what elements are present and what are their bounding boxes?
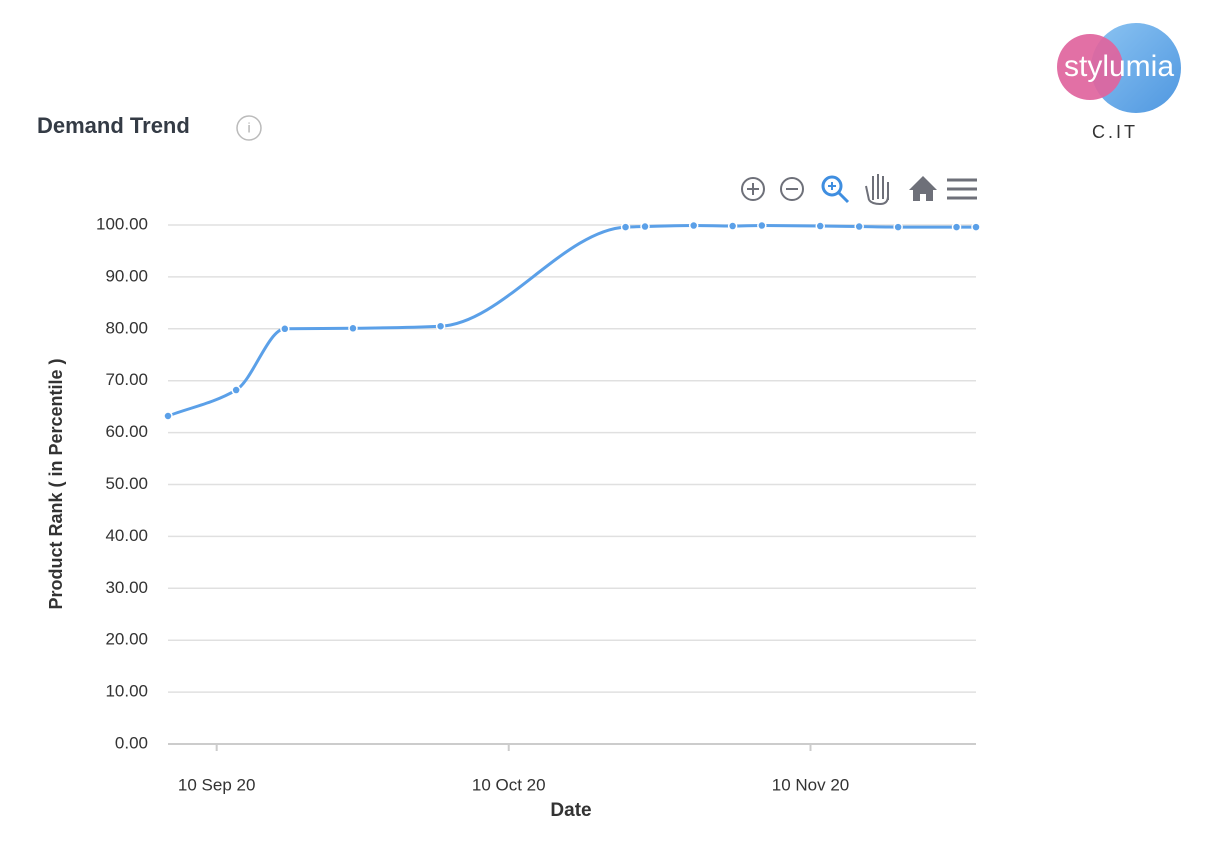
logo: stylumia C.IT	[1057, 23, 1181, 142]
selection-zoom-button[interactable]	[821, 175, 850, 204]
x-tick-label: 10 Oct 20	[472, 775, 546, 794]
point	[280, 324, 290, 334]
pan-button[interactable]	[865, 174, 889, 206]
y-tick-label: 60.00	[105, 422, 148, 441]
point	[640, 221, 650, 232]
y-tick-label: 80.00	[105, 318, 148, 337]
y-tick-label: 40.00	[105, 526, 148, 545]
x-axis-label: Date	[550, 800, 591, 821]
y-tick-label: 0.00	[115, 733, 148, 752]
x-tick-label: 10 Sep 20	[178, 775, 256, 794]
chart-title: Demand Trend	[37, 113, 190, 138]
y-axis-label: Product Rank ( in Percentile )	[46, 358, 66, 609]
zoom-out-button[interactable]	[780, 177, 804, 201]
point	[815, 221, 825, 231]
y-tick-label: 20.00	[105, 630, 148, 649]
line	[167, 224, 976, 418]
point	[971, 222, 981, 232]
y-tick-label: 90.00	[105, 266, 148, 285]
point	[757, 220, 767, 231]
point	[435, 321, 446, 331]
y-tick-label: 70.00	[105, 370, 148, 389]
y-tick-label: 10.00	[105, 682, 148, 701]
y-tick-label: 50.00	[105, 474, 148, 493]
point	[893, 222, 903, 232]
point	[163, 411, 173, 421]
menu-button[interactable]	[947, 178, 977, 200]
point	[951, 222, 962, 232]
toolbar	[741, 174, 977, 206]
y-tick-label: 30.00	[105, 578, 148, 597]
logo-circle	[1057, 34, 1123, 100]
point	[231, 385, 241, 395]
logo-text: stylumia	[1064, 50, 1174, 83]
x-tick-label: 10 Nov 20	[772, 775, 850, 794]
point	[620, 222, 631, 232]
svg-text:i: i	[247, 120, 250, 136]
zoom-in-button[interactable]	[741, 177, 765, 201]
point	[348, 323, 358, 334]
y-tick-label: 100.00	[96, 214, 148, 233]
logo-subtext: C.IT	[1092, 122, 1138, 142]
point	[854, 221, 864, 232]
point	[727, 221, 738, 231]
point	[688, 220, 699, 231]
info-icon[interactable]: i	[236, 115, 262, 141]
home-button[interactable]	[909, 176, 937, 201]
